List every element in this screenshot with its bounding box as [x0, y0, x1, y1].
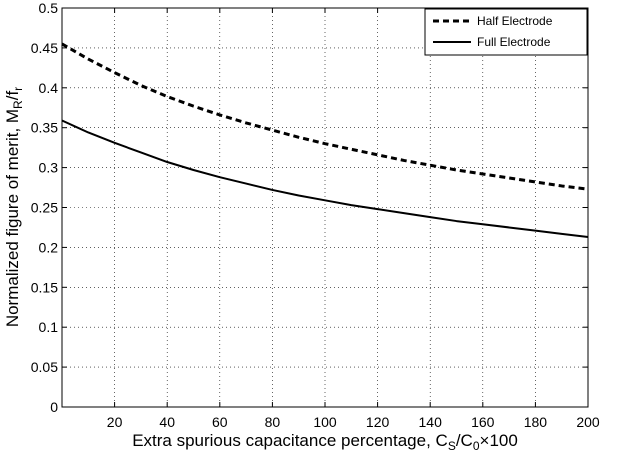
y-tick-label: 0.45: [31, 40, 58, 56]
x-tick-label: 80: [265, 414, 281, 430]
x-axis-label-sub1: S: [448, 439, 456, 453]
legend: Half Electrode Full Electrode: [424, 8, 588, 56]
x-tick-label: 20: [107, 414, 123, 430]
y-tick-labels: 0 0.05 0.1 0.15 0.2 0.25 0.3 0.35 0.4 0.45 0.5: [31, 0, 58, 415]
x-axis-label-sub2: 0: [473, 439, 480, 453]
x-axis-label-middle: /C: [456, 431, 473, 450]
x-tick-label: 120: [366, 414, 390, 430]
grid: [62, 8, 588, 407]
legend-label-half-electrode: Half Electrode: [477, 14, 553, 28]
x-tick-label: 40: [159, 414, 175, 430]
x-tick-label: 180: [524, 414, 548, 430]
y-tick-label: 0.15: [31, 279, 58, 295]
y-tick-label: 0.25: [31, 200, 58, 216]
x-tick-label: 200: [576, 414, 600, 430]
y-tick-label: 0.3: [39, 160, 59, 176]
ticks: [62, 7, 589, 408]
legend-box: [424, 8, 588, 56]
x-axis-label: Extra spurious capacitance percentage, C…: [132, 431, 518, 453]
legend-label-full-electrode: Full Electrode: [477, 35, 551, 49]
series-line-full-electrode: [61, 119, 589, 239]
plot-area: [62, 8, 588, 407]
x-axis-label-prefix: Extra spurious capacitance percentage, C: [132, 431, 448, 450]
y-tick-label: 0.1: [39, 319, 59, 335]
y-axis-label-sub2: r: [11, 87, 25, 91]
y-tick-label: 0.05: [31, 359, 58, 375]
y-tick-label: 0: [50, 399, 58, 415]
y-axis-label: Normalized figure of merit, MR/fr: [3, 87, 25, 327]
x-tick-label: 140: [419, 414, 443, 430]
x-tick-label: 100: [313, 414, 337, 430]
x-tick-labels: 20 40 60 80 100 120 140 160 180 200: [107, 414, 600, 430]
y-axis-label-prefix: Normalized figure of merit, M: [3, 109, 22, 327]
x-tick-label: 60: [212, 414, 228, 430]
y-tick-label: 0.5: [39, 0, 59, 16]
y-tick-label: 0.35: [31, 120, 58, 136]
y-axis-label-sub1: R: [11, 100, 25, 109]
y-axis-label-middle: /f: [3, 91, 22, 101]
series-line-half-electrode: [61, 42, 589, 191]
y-tick-label: 0.2: [39, 239, 59, 255]
x-axis-label-suffix: ×100: [480, 431, 518, 450]
series-layer: [61, 42, 589, 239]
y-tick-label: 0.4: [39, 80, 59, 96]
x-tick-label: 160: [471, 414, 495, 430]
